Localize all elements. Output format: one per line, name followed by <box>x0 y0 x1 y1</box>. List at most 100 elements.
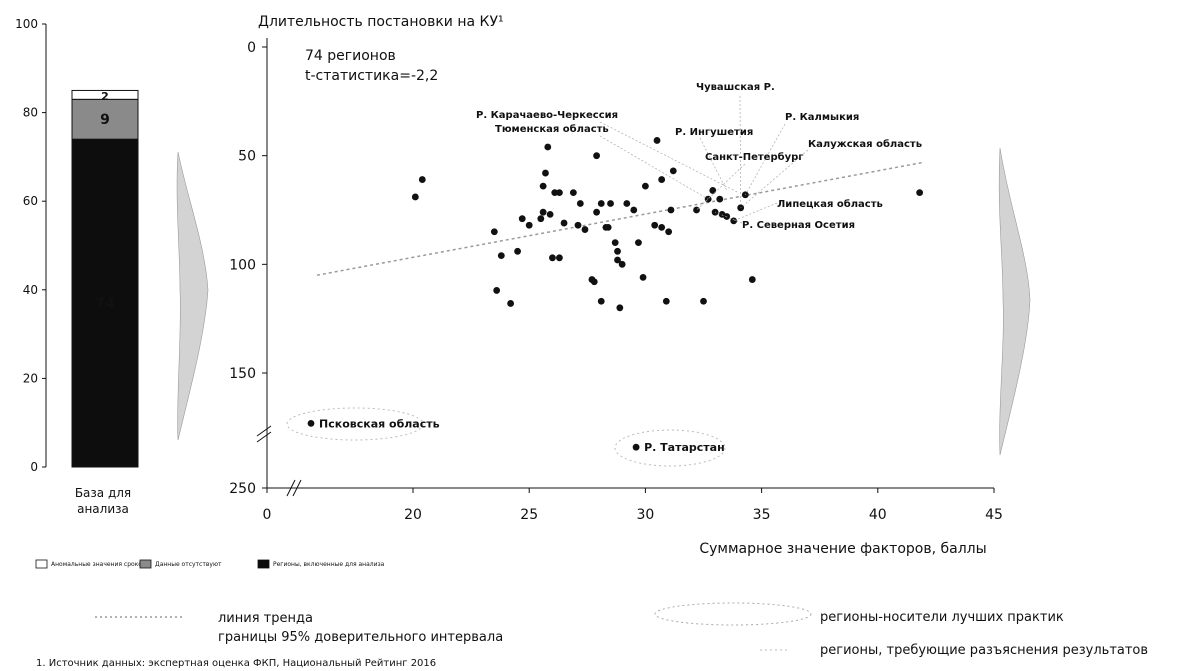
callout-leader-0 <box>739 95 742 204</box>
x-tick-label-35: 35 <box>753 507 771 523</box>
scatter-point-45 <box>658 176 666 183</box>
legend-swatch-included <box>257 559 270 569</box>
callout-leader-4 <box>599 135 709 200</box>
scatter-point-15 <box>549 254 556 262</box>
scatter-point-36 <box>616 304 624 312</box>
scatter-point-38 <box>623 200 631 207</box>
y-tick-label-150: 150 <box>229 366 256 382</box>
labeled-point-1 <box>632 443 640 451</box>
legend-text-anomalous: Аномальные значения сроков <box>51 561 146 568</box>
labeled-point-0 <box>307 420 315 427</box>
scatter-point-10 <box>539 208 547 216</box>
scatter-point-27 <box>593 152 600 160</box>
x-tick-label-20: 20 <box>404 507 422 523</box>
footnote: 1. Источник данных: экспертная оценка ФК… <box>36 658 436 669</box>
labeled-point-text-0: Псковская область <box>319 417 440 430</box>
callout-leader-5 <box>696 163 746 211</box>
scatter-point-52 <box>700 297 707 305</box>
scatter-point-6 <box>514 247 521 255</box>
trend-line-group <box>316 161 925 276</box>
y-tick-label-0: 0 <box>247 40 256 56</box>
bar-y-tick-label-80: 80 <box>23 106 38 120</box>
annotation-t-stat: t-статистика=-2,2 <box>305 68 438 84</box>
bar-segment-included <box>71 138 139 468</box>
callout-leader-1 <box>745 123 786 195</box>
right-distribution-shape <box>998 147 1031 456</box>
legend-text-included: Регионы, включенные для анализа <box>273 561 385 568</box>
callout-text-4: Тюменская область <box>495 123 609 135</box>
legend-explain-text: регионы, требующие разъяснения результат… <box>820 643 1148 658</box>
scatter-point-16 <box>551 189 559 197</box>
callout-leader-8 <box>714 211 743 224</box>
legend-ci-text: границы 95% доверительного интервала <box>218 630 503 645</box>
scatter-axes: 0 50 100 150 250 0 20 25 30 35 40 45 <box>229 38 1003 523</box>
scatter-point-63 <box>916 189 924 197</box>
bar-y-tick-label-100: 100 <box>15 17 38 31</box>
scatter-point-1 <box>418 176 426 183</box>
x-tick-label-45: 45 <box>985 507 1003 523</box>
bar-legend: Аномальные значения сроков Данные отсутс… <box>35 559 385 569</box>
scatter-point-12 <box>542 169 549 177</box>
scatter-point-20 <box>569 189 577 197</box>
scatter-chart: Длительность постановки на КУ¹ 74 регион… <box>229 14 1003 557</box>
scatter-point-35 <box>614 256 621 264</box>
y-tick-label-250: 250 <box>229 481 256 497</box>
scatter-point-11 <box>539 182 547 190</box>
ellipse-tatarstan <box>614 429 726 467</box>
scatter-point-17 <box>556 189 563 197</box>
scatter-point-44 <box>653 137 661 144</box>
scatter-point-31 <box>604 223 612 231</box>
bar-y-tick-label-20: 20 <box>23 371 38 385</box>
scatter-point-23 <box>581 226 589 233</box>
callout-leader-2 <box>599 121 739 193</box>
x-tick-label-0: 0 <box>263 507 272 523</box>
callout-leader-6 <box>740 149 809 209</box>
trend-line <box>316 161 925 276</box>
y-tick-label-100: 100 <box>229 257 256 273</box>
x-axis-break-mark <box>286 479 302 497</box>
scatter-point-29 <box>597 297 605 305</box>
bar-value-label-anomalous: 2 <box>101 90 109 103</box>
callout-text-0: Чувашская Р. <box>696 82 775 93</box>
bottom-legend: линия тренда границы 95% доверительного … <box>36 602 1148 669</box>
legend-best-text: регионы-носители лучших практик <box>820 610 1064 625</box>
scatter-point-3 <box>497 252 505 260</box>
scatter-point-54 <box>709 187 717 194</box>
labeled-point-text-1: Р. Татарстан <box>644 441 725 454</box>
y-tick-label-50: 50 <box>238 149 256 165</box>
scatter-point-60 <box>737 204 745 212</box>
callout-text-5: Санкт-Петербург <box>705 151 804 163</box>
scatter-point-2 <box>490 228 498 236</box>
scatter-point-9 <box>537 215 545 223</box>
callout-text-1: Р. Калмыкия <box>785 112 859 123</box>
region-callouts: Чувашская Р. Р. Калмыкия Р. Карачаево-Черк… <box>476 82 922 231</box>
bar-y-tick-label-0: 0 <box>30 460 38 474</box>
scatter-point-18 <box>556 254 563 262</box>
scatter-point-0 <box>411 193 419 201</box>
scatter-point-56 <box>716 195 724 203</box>
bar-category-label-2: анализа <box>77 502 129 516</box>
ellipse-pskov <box>286 407 424 441</box>
scatter-point-28 <box>597 200 605 207</box>
bar-segment-nodata <box>71 98 139 140</box>
x-axis-label: Суммарное значение факторов, баллы <box>699 541 986 557</box>
scatter-point-37 <box>618 260 626 268</box>
scatter-point-41 <box>639 273 647 281</box>
legend-swatch-anomalous <box>35 559 48 569</box>
bar-y-tick-label-60: 60 <box>23 194 38 208</box>
scatter-point-43 <box>651 221 659 229</box>
x-tick-label-25: 25 <box>520 507 538 523</box>
bar-category-label-1: База для <box>75 486 131 500</box>
callout-text-8: Р. Северная Осетия <box>742 220 855 231</box>
scatter-point-7 <box>518 215 526 223</box>
callout-text-2: Р. Карачаево-Черкессия <box>476 110 618 121</box>
left-distribution-shape <box>176 151 209 441</box>
scatter-point-5 <box>507 300 515 307</box>
legend-trend-text: линия тренда <box>218 611 313 626</box>
scatter-point-62 <box>748 276 756 283</box>
scatter-point-22 <box>576 200 584 207</box>
scatter-point-21 <box>574 221 582 229</box>
legend-text-nodata: Данные отсутствуют <box>155 561 222 568</box>
scatter-point-34 <box>614 247 621 255</box>
scatter-points: Псковская область Р. Татарстан <box>307 137 924 454</box>
